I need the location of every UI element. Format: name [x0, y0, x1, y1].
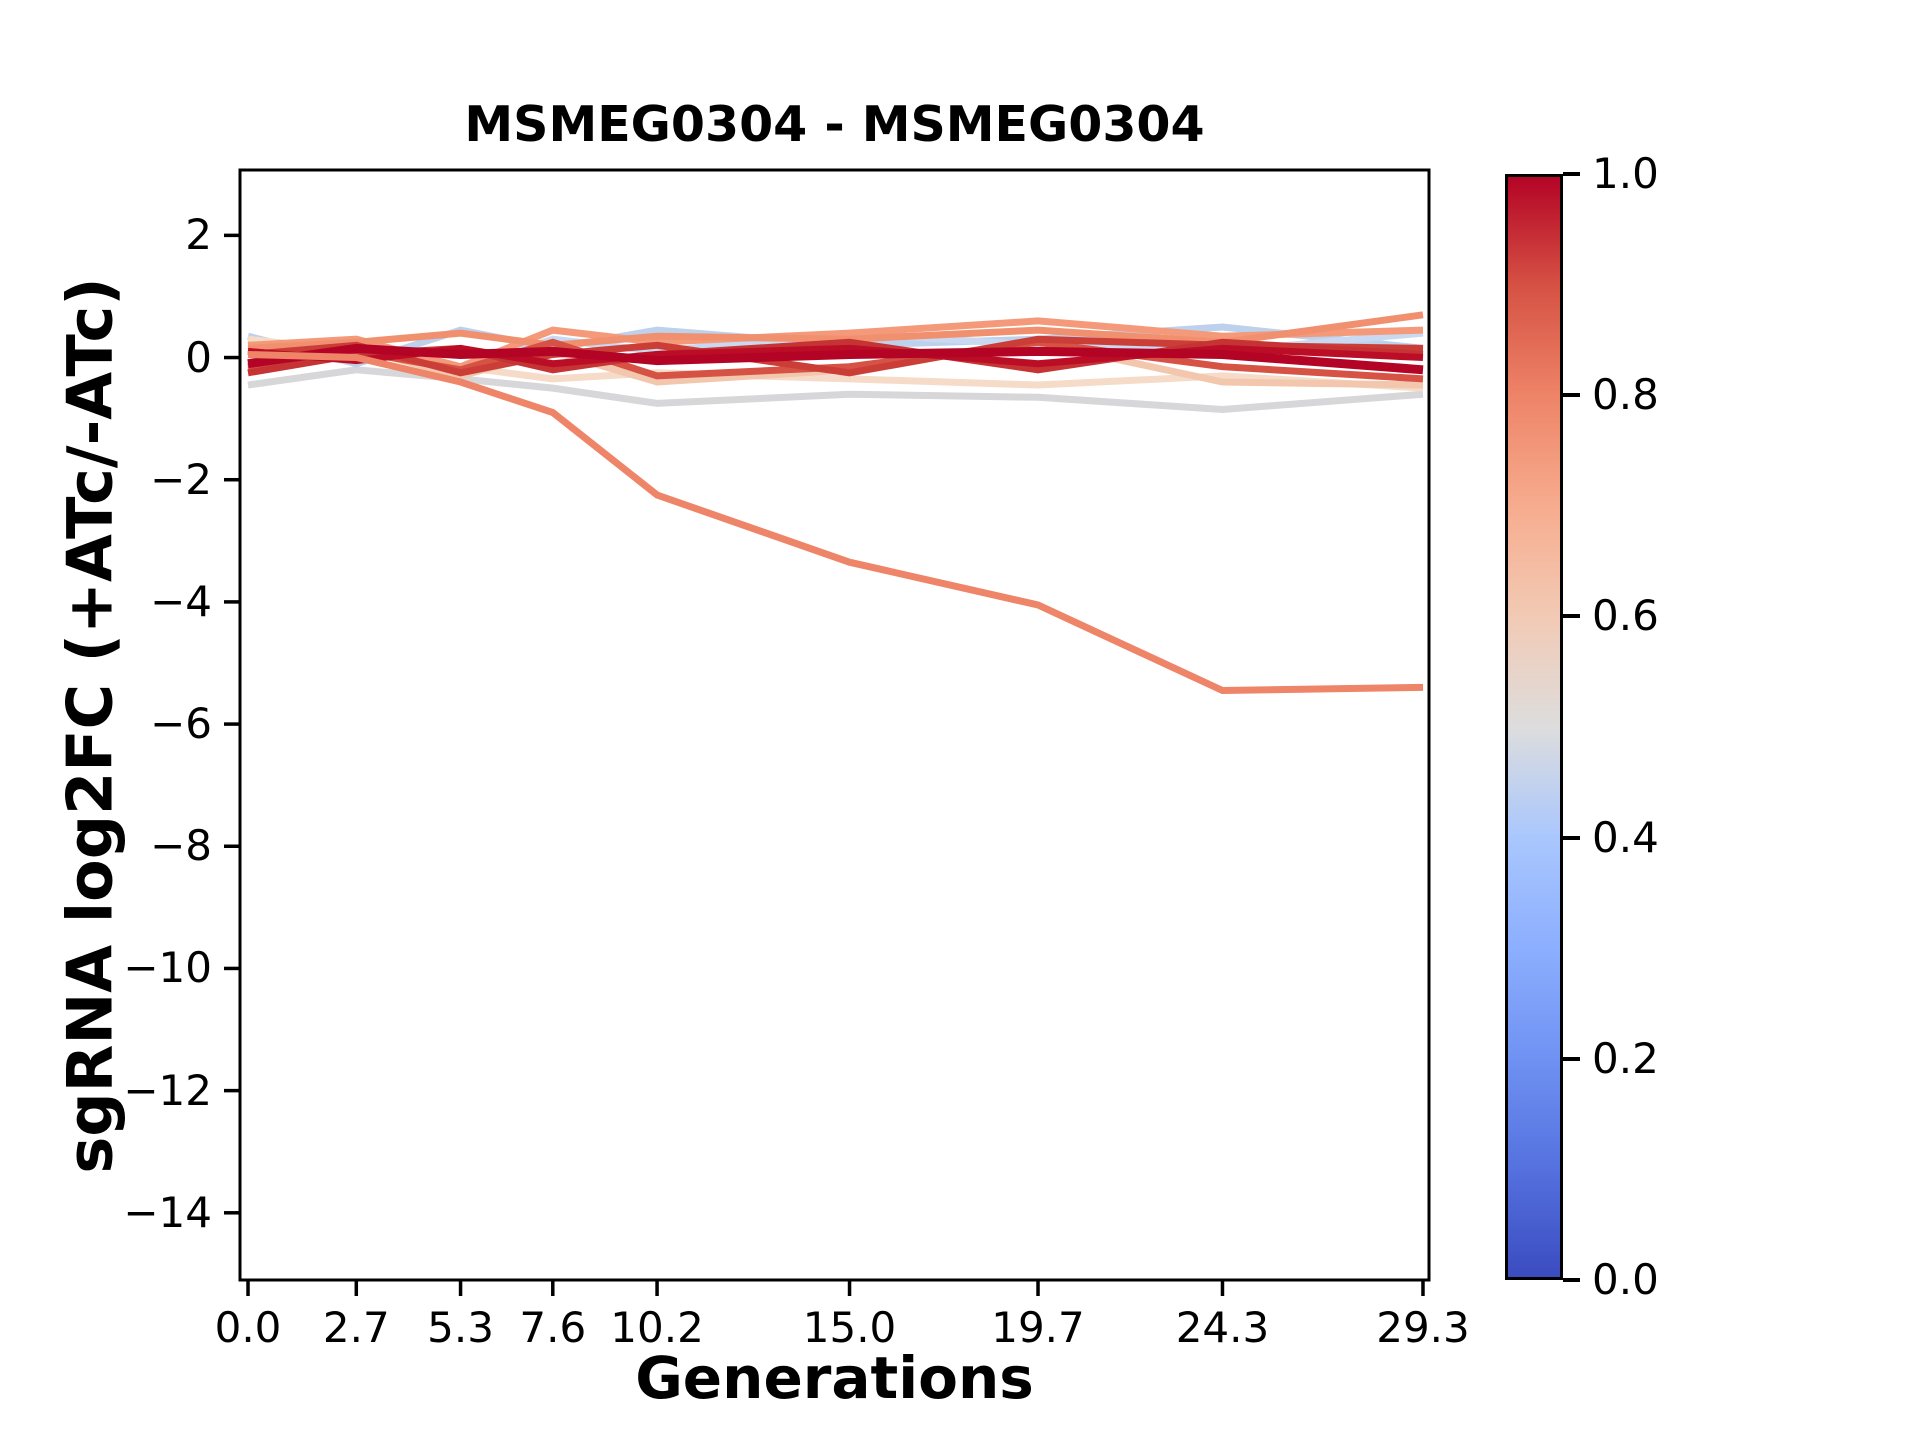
x-tick-label: 5.3 — [427, 1303, 494, 1352]
series-line-sgRNA-depleted — [247, 351, 1424, 695]
colorbar-tick-label: 0.0 — [1592, 1255, 1659, 1304]
y-tick-label: −2 — [150, 454, 212, 504]
colorbar-tick-mark — [1563, 1278, 1580, 1282]
chart-title: MSMEG0304 - MSMEG0304 — [464, 96, 1205, 153]
y-tick-label: −6 — [150, 699, 212, 749]
x-tick-label: 29.3 — [1376, 1303, 1470, 1352]
x-tick-label: 10.2 — [610, 1303, 704, 1352]
y-tick-label: −8 — [150, 821, 212, 871]
x-tick-label: 2.7 — [322, 1303, 390, 1352]
colorbar-tick-label: 0.4 — [1592, 812, 1659, 862]
y-tick-label: −4 — [150, 576, 212, 626]
x-tick-label: 24.3 — [1175, 1303, 1270, 1352]
x-tick-label: 19.7 — [991, 1303, 1085, 1352]
colorbar-tick-mark — [1563, 835, 1580, 840]
colorbar — [1505, 174, 1563, 1280]
series-line-sgRNA-darkred-1 — [247, 343, 1424, 375]
x-tick-label: 0.0 — [214, 1303, 282, 1352]
colorbar-tick-mark — [1563, 614, 1580, 619]
colorbar-tick-mark — [1563, 172, 1580, 176]
series-line-sgRNA-salmon-2 — [247, 311, 1424, 352]
colorbar-tick-label: 1.0 — [1592, 149, 1659, 198]
colorbar-tick-mark — [1563, 393, 1580, 398]
y-tick-label: −14 — [123, 1187, 212, 1237]
y-tick-label: −12 — [123, 1065, 212, 1115]
x-tick-label: 7.6 — [519, 1303, 587, 1352]
x-tick-label: 15.0 — [802, 1303, 897, 1352]
y-tick-label: 0 — [185, 332, 212, 382]
y-tick-label: −10 — [123, 943, 212, 993]
colorbar-tick-label: 0.6 — [1592, 591, 1659, 641]
colorbar-tick-mark — [1563, 1056, 1580, 1061]
x-axis-label: Generations — [635, 1344, 1034, 1412]
y-tick-label: 2 — [185, 210, 212, 260]
series-line-sgRNA-gray — [247, 366, 1424, 414]
colorbar-tick-label: 0.8 — [1592, 370, 1659, 420]
colorbar-tick-label: 0.2 — [1592, 1033, 1659, 1083]
